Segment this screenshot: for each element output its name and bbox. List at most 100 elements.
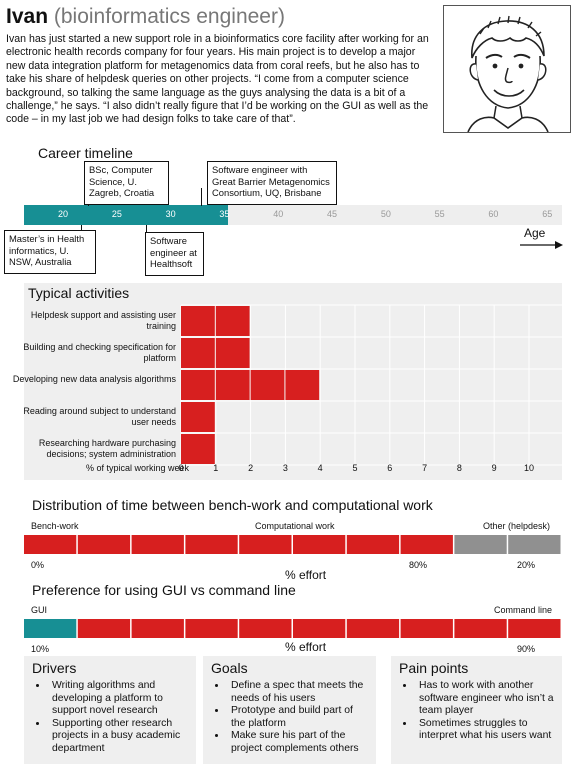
timeline-tick: 50: [380, 209, 391, 219]
activity-bar-segment: [250, 370, 285, 400]
activities-panel: Typical activities Helpdesk support and …: [13, 283, 562, 480]
timeline-tick: 30: [165, 209, 176, 219]
timeline-tick: 65: [542, 209, 553, 219]
goals-title: Goals: [211, 660, 248, 676]
timeline-event-healthsoft: Software engineer at Healthsoft: [145, 232, 204, 276]
computational-percent: 80%: [409, 560, 428, 570]
bench-work-label: Bench-work: [31, 521, 79, 531]
computational-work-label: Computational work: [255, 521, 335, 531]
goals-card: Goals Define a spec that meets the needs…: [203, 656, 376, 764]
timeline-event-bsc: BSc, Computer Science, U. Zagreb, Croati…: [84, 161, 169, 205]
preference-heading: Preference for using GUI vs command line: [32, 582, 296, 598]
cli-segment: [346, 619, 400, 638]
cli-segment: [185, 619, 238, 638]
computational-segment: [24, 535, 77, 554]
activities-tick: 0: [178, 463, 184, 473]
computational-segment: [239, 535, 292, 554]
activities-tick: 1: [213, 463, 219, 473]
distribution-axis-label: % effort: [285, 568, 327, 582]
timeline-tick: 40: [273, 209, 284, 219]
activity-bar-segment: [181, 434, 215, 464]
command-line-label: Command line: [494, 605, 553, 615]
persona-bio: Ivan has just started a new support role…: [6, 33, 429, 126]
activity-label: Building and checking specification for …: [23, 342, 176, 363]
activities-tick: 2: [248, 463, 254, 473]
timeline-axis-label: Age: [524, 226, 546, 240]
cli-percent: 90%: [517, 644, 536, 654]
distribution-heading: Distribution of time between bench-work …: [32, 497, 433, 513]
timeline-tick: 55: [434, 209, 445, 219]
pain-points-item: Sometimes struggles to interpret what hi…: [415, 718, 556, 743]
pain-points-title: Pain points: [399, 660, 469, 676]
activities-tick: 6: [387, 463, 393, 473]
persona-name: Ivan: [6, 5, 49, 28]
activity-label: Helpdesk support and assisting user trai…: [30, 310, 176, 331]
activities-heading: Typical activities: [28, 285, 130, 301]
cli-segment: [131, 619, 184, 638]
preference-bar: [24, 619, 561, 638]
activity-bar-segment: [181, 306, 215, 336]
activities-tick: 5: [352, 463, 358, 473]
activities-tick: 8: [456, 463, 462, 473]
activities-chart: [180, 304, 562, 466]
activity-bar-segment: [215, 306, 250, 336]
drivers-card: Drivers Writing algorithms and developin…: [24, 656, 196, 764]
activities-tick: 4: [317, 463, 323, 473]
timeline-elapsed: [24, 205, 229, 225]
bench-percent: 0%: [31, 560, 45, 570]
timeline-tick: 45: [327, 209, 338, 219]
timeline-tick: 20: [58, 209, 69, 219]
activity-bar-segment: [285, 370, 320, 400]
goals-item: Make sure his part of the project comple…: [227, 730, 370, 755]
other-percent: 20%: [517, 560, 536, 570]
computational-segment: [346, 535, 400, 554]
cli-segment: [293, 619, 346, 638]
timeline-heading: Career timeline: [38, 145, 133, 161]
other-helpdesk-label: Other (helpdesk): [483, 521, 551, 531]
activity-bar-segment: [181, 402, 215, 432]
activity-label: Reading around subject to understand use…: [23, 406, 176, 427]
computational-segment: [293, 535, 346, 554]
cartoon-portrait-icon: [443, 5, 571, 133]
computational-segment: [77, 535, 131, 554]
timeline-tick: 60: [488, 209, 499, 219]
gbmc-leader-line: [201, 188, 202, 206]
activities-tick: 7: [422, 463, 428, 473]
computational-segment: [185, 535, 238, 554]
timeline-bar: 20 25 30 35 40 45 50 55 60 65: [24, 205, 562, 225]
goals-item: Define a spec that meets the needs of hi…: [227, 680, 370, 705]
distribution-bar: [24, 535, 561, 554]
activities-tick: 3: [282, 463, 288, 473]
activities-tick: 9: [491, 463, 497, 473]
computational-segment: [400, 535, 453, 554]
drivers-item: Writing algorithms and developing a plat…: [48, 680, 190, 718]
healthsoft-leader-line: [146, 225, 147, 233]
cli-segment: [400, 619, 453, 638]
activity-bar-segment: [181, 370, 215, 400]
pain-points-card: Pain points Has to work with another sof…: [391, 656, 562, 764]
cli-segment: [239, 619, 292, 638]
cli-segment: [77, 619, 131, 638]
timeline-event-masters: Master’s in Health informatics, U. NSW, …: [4, 230, 96, 274]
gui-label: GUI: [31, 605, 48, 615]
persona-title: Ivan (bioinformatics engineer): [6, 5, 285, 29]
activity-label: Researching hardware purchasing decision…: [38, 438, 176, 459]
preference-axis-label: % effort: [285, 640, 327, 654]
activity-label: Developing new data analysis algorithms: [12, 374, 176, 384]
cli-segment: [454, 619, 507, 638]
persona-role: (bioinformatics engineer): [53, 5, 285, 28]
other-segment: [508, 535, 561, 554]
activity-bar-segment: [181, 338, 215, 368]
activities-axis-label: % of typical working week: [86, 463, 190, 473]
activity-bar-segment: [215, 370, 250, 400]
timeline-tick: 25: [111, 209, 122, 219]
goals-item: Prototype and build part of the platform: [227, 705, 370, 730]
activities-tick: 10: [523, 463, 534, 473]
cli-segment: [508, 619, 561, 638]
drivers-title: Drivers: [32, 660, 77, 676]
pain-points-item: Has to work with another software engine…: [415, 680, 556, 718]
drivers-item: Supporting other research projects in a …: [48, 718, 190, 756]
computational-segment: [131, 535, 184, 554]
gui-segment: [24, 619, 77, 638]
other-segment: [454, 535, 507, 554]
